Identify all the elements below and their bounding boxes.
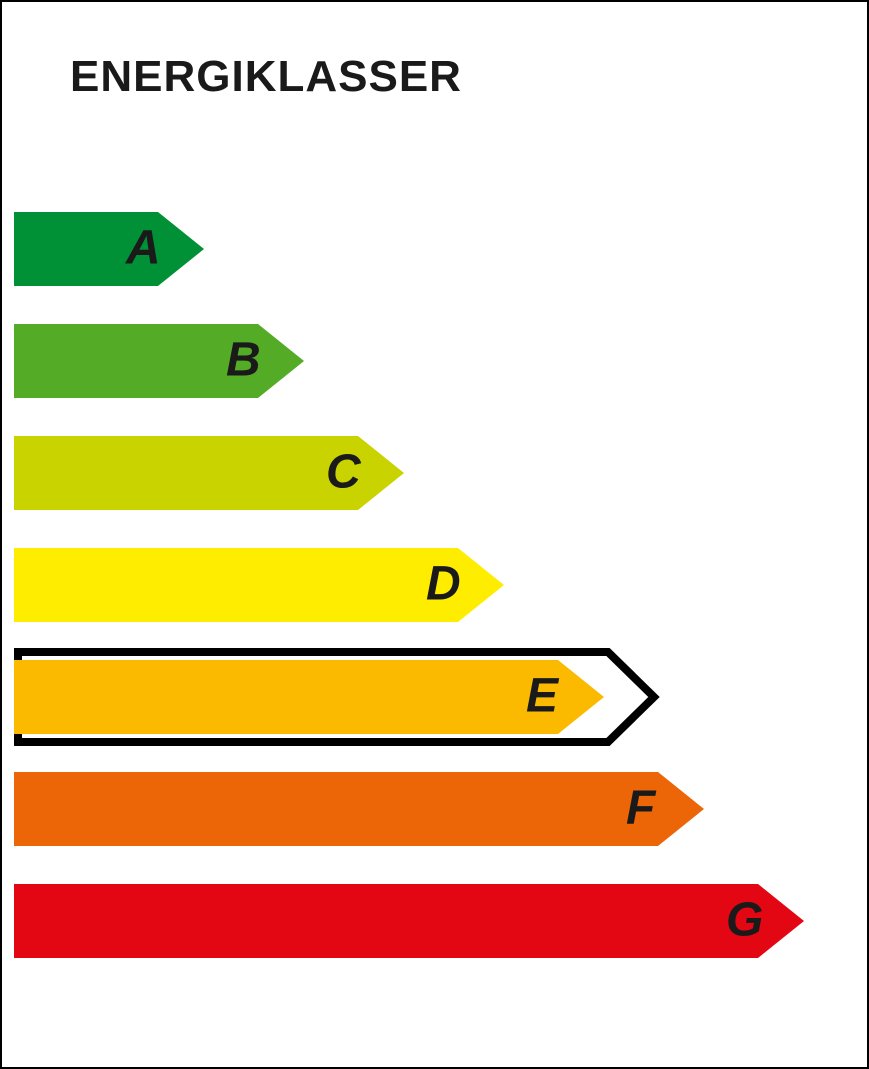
energy-class-row-c: C [14,436,804,510]
energy-arrow-highlighted [14,648,662,746]
energy-arrow [14,212,204,286]
energy-class-label: G [726,892,763,947]
energy-class-row-e: E [14,648,804,746]
energy-class-row-a: A [14,212,804,286]
energy-class-row-g: G [14,884,804,958]
energy-arrow [14,772,704,846]
diagram-title: ENERGIKLASSER [70,52,462,102]
energy-class-label: B [226,332,261,387]
energy-class-label: D [426,556,461,611]
energy-class-row-f: F [14,772,804,846]
energy-class-row-d: D [14,548,804,622]
energy-bars-container: A B C D E F G [14,212,804,958]
energy-class-label: C [326,444,361,499]
energy-arrow [14,884,804,958]
energy-class-label: F [626,780,655,835]
energy-class-label: E [526,668,558,723]
energy-class-label: A [126,220,161,275]
energy-class-row-b: B [14,324,804,398]
energy-label-frame: ENERGIKLASSER A B C D E F G [0,0,869,1069]
